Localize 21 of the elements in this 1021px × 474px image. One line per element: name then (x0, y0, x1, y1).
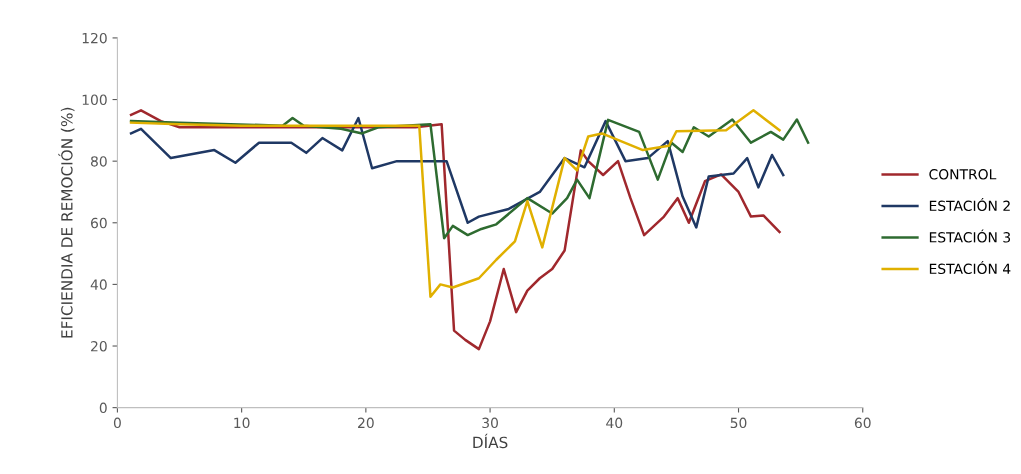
y-tick-label: 40 (90, 279, 107, 290)
y-tick-label: 100 (82, 94, 107, 106)
y-tick-label: 60 (90, 217, 107, 229)
x-tick-label: 30 (482, 417, 498, 429)
x-tick-label: 10 (234, 417, 250, 429)
x-axis-title: DÍAS (473, 433, 508, 449)
y-tick-label: 0 (99, 402, 107, 414)
legend-label: ESTACIÓN 4 (929, 261, 1011, 275)
y-tick-label: 80 (90, 156, 107, 167)
x-tick-label: 20 (358, 417, 374, 429)
legend-label: ESTACIÓN 2 (929, 198, 1010, 212)
legend-label: ESTACIÓN 3 (929, 229, 1011, 243)
legend-label: CONTROL (929, 169, 997, 180)
line-series (129, 109, 781, 298)
x-tick-label: 40 (606, 417, 623, 429)
y-tick-label: 120 (82, 32, 107, 44)
x-tick-label: 60 (854, 417, 871, 429)
y-tick-label: 20 (91, 340, 107, 352)
x-tick-label: 50 (730, 417, 747, 429)
x-tick-label: 0 (113, 417, 121, 429)
y-axis-title: EFICIENDIA DE REMOCIÓN (%) (58, 107, 75, 338)
